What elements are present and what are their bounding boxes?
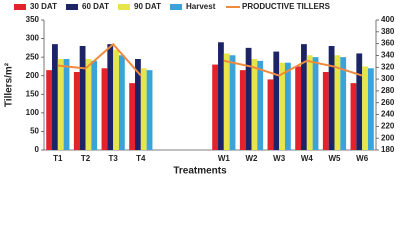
x-tick-label: W5 [329, 154, 342, 163]
y-tick-label: 350 [26, 15, 40, 24]
legend-label: Harvest [186, 2, 216, 11]
legend-swatch [66, 4, 78, 10]
y-tick-label: 250 [26, 52, 40, 61]
bar [57, 59, 64, 150]
y2-tick-label: 360 [381, 39, 395, 48]
bar [367, 68, 374, 150]
y2-tick-label: 180 [381, 145, 395, 154]
bar [239, 70, 246, 150]
bar [118, 55, 125, 150]
bar [340, 57, 347, 151]
bar [218, 42, 224, 150]
y-tick-label: 200 [26, 71, 40, 80]
bar [107, 44, 114, 151]
x-tick-label: T1 [53, 154, 63, 163]
legend-label: 60 DAT [82, 2, 109, 11]
bar [212, 64, 219, 150]
y2-tick-label: 260 [381, 98, 395, 107]
bar [101, 68, 108, 150]
bar [295, 66, 302, 150]
bar [229, 55, 236, 150]
y2-tick-label: 300 [381, 74, 395, 83]
y2-tick-label: 220 [381, 121, 395, 130]
bar [129, 83, 136, 150]
y-axis-label: Tillers/m² [4, 62, 15, 107]
bar [113, 49, 119, 150]
bar [52, 44, 58, 151]
bar [350, 83, 357, 150]
bar [322, 72, 329, 150]
y2-tick-label: 200 [381, 133, 395, 142]
y-tick-label: 300 [26, 34, 40, 43]
y2-tick-label: 280 [381, 86, 395, 95]
legend-label: 90 DAT [134, 2, 161, 11]
y-tick-label: 0 [35, 145, 40, 154]
bar [73, 72, 80, 150]
bar [91, 60, 98, 150]
legend-swatch [14, 4, 26, 10]
bar [328, 46, 335, 150]
x-tick-label: W1 [218, 154, 231, 163]
line [57, 42, 363, 77]
legend-label: 30 DAT [30, 2, 57, 11]
legend-label: PRODUCTIVE TILLERS [242, 2, 331, 11]
bar [223, 53, 230, 150]
bar [85, 59, 92, 150]
y2-tick-label: 400 [381, 15, 395, 24]
y2-tick-label: 240 [381, 110, 395, 119]
bar [279, 62, 285, 150]
chart: Treatments Tillers/m² 0 50 100 150 200 250 300… [4, 2, 395, 177]
bar [356, 53, 363, 150]
bar [273, 51, 280, 151]
bar [267, 79, 274, 150]
x-tick-label: T3 [108, 154, 118, 163]
y2-tick-label: 320 [381, 62, 395, 71]
bar [284, 62, 291, 150]
bar [334, 55, 341, 150]
y2-tick-label: 380 [381, 27, 395, 36]
x-tick-label: T4 [136, 154, 146, 163]
legend-swatch [118, 4, 130, 10]
x-axis-label: Treatments [173, 166, 227, 177]
legend-swatch [170, 4, 182, 10]
y-tick-label: 150 [26, 89, 40, 98]
bar [135, 59, 141, 150]
y-tick-label: 100 [26, 108, 40, 117]
bar [46, 70, 53, 150]
bar [306, 55, 313, 150]
bar [257, 60, 264, 150]
bar [362, 66, 368, 150]
x-tick-label: W6 [356, 154, 369, 163]
bar [301, 44, 307, 151]
y-tick-label: 50 [30, 127, 39, 136]
bar [312, 57, 319, 151]
x-tick-label: W4 [301, 154, 314, 163]
bar [251, 59, 258, 150]
x-tick-label: W2 [246, 154, 259, 163]
bar [245, 47, 252, 150]
y2-tick-label: 340 [381, 51, 395, 60]
bar [63, 59, 70, 150]
bar [146, 70, 153, 150]
x-tick-label: T2 [81, 154, 91, 163]
bar [79, 46, 86, 150]
bar [140, 68, 147, 150]
x-tick-label: W3 [273, 154, 286, 163]
